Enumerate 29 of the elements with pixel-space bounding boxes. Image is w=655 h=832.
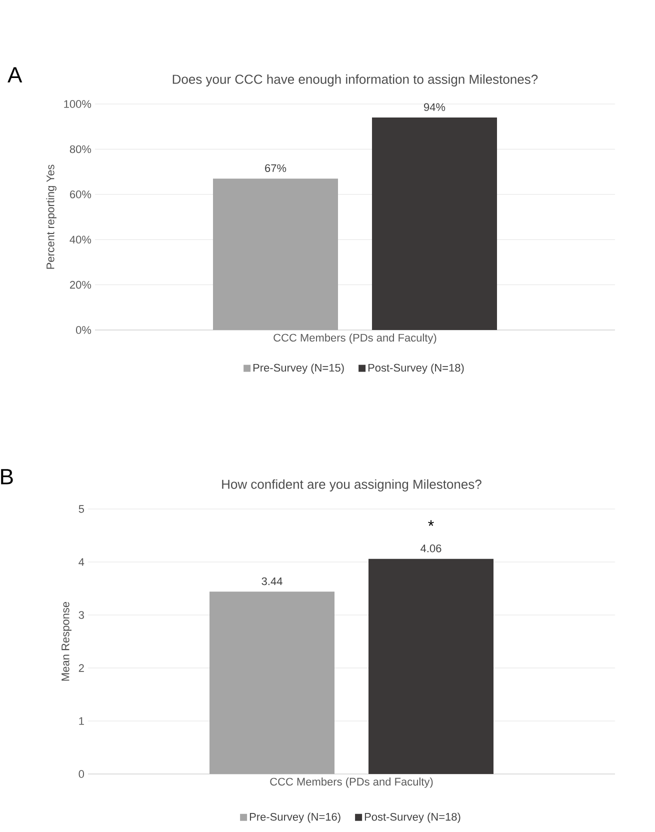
y-axis-title: Mean Response <box>62 602 72 681</box>
y-tick-label: 4 <box>78 558 84 566</box>
y-tick-label: 20% <box>70 280 92 289</box>
x-tick-label: CCC Members (PDs and Faculty) <box>270 778 433 788</box>
text: B <box>1 469 13 484</box>
y-tick-label: 0% <box>76 326 92 334</box>
y-tick-label: 2 <box>78 664 84 672</box>
chart-title: How confident are you assigning Milestones? <box>222 479 482 492</box>
legend-label: Post-Survey (N=18) <box>364 812 460 823</box>
y-tick-label: 5 <box>78 505 84 513</box>
data-label: 4.06 <box>420 544 442 552</box>
y-tick-label: 60% <box>70 190 92 198</box>
x-tick-label: CCC Members (PDs and Faculty) <box>274 334 436 344</box>
data-label: 94% <box>424 103 446 112</box>
y-tick-label: 100% <box>64 100 92 108</box>
annotation: * <box>428 520 434 526</box>
y-tick-label: 80% <box>70 145 92 154</box>
legend-label: Pre-Survey (N=15) <box>253 364 344 374</box>
text: A <box>8 67 22 82</box>
data-label: 67% <box>265 164 286 172</box>
y-tick-label: 1 <box>79 717 84 725</box>
data-label: 3.44 <box>262 577 282 586</box>
y-tick-label: 0 <box>78 770 84 778</box>
chart-title: Does your CCC have enough information to assign Milestones? <box>172 74 538 86</box>
y-axis-title: Percent reporting Yes <box>46 164 56 269</box>
legend-label: Pre-Survey (N=16) <box>250 812 340 823</box>
legend-label: Post-Survey (N=18) <box>368 364 464 374</box>
y-tick-label: 3 <box>78 611 84 619</box>
y-tick-label: 40% <box>70 236 92 244</box>
